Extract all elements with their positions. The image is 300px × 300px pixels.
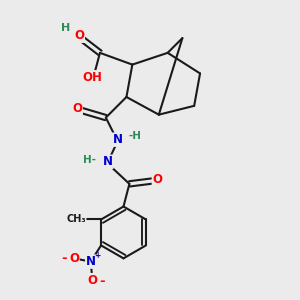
Text: +: + [94,250,101,260]
Text: N: N [86,255,96,268]
Text: O: O [87,274,97,286]
Text: O: O [69,252,79,265]
Text: H-: H- [83,155,96,165]
Text: OH: OH [82,71,103,84]
Text: CH₃: CH₃ [66,214,86,224]
Text: N: N [103,155,113,168]
Text: -: - [61,252,67,265]
Text: -H: -H [129,131,142,141]
Text: O: O [72,102,82,115]
Text: O: O [74,29,84,42]
Text: O: O [152,173,162,186]
Text: H: H [61,23,71,33]
Text: N: N [112,133,123,146]
Text: -: - [100,274,105,287]
